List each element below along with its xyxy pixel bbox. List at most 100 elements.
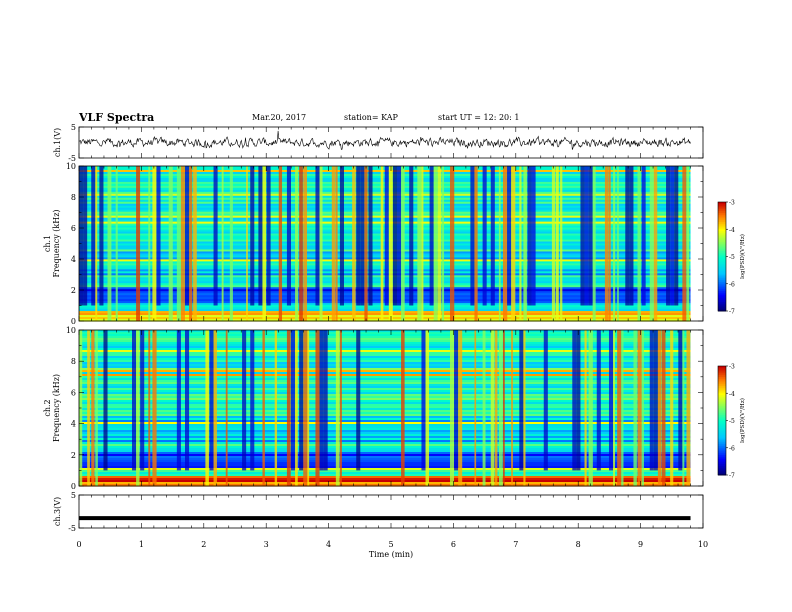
ch1-spectrogram-colorbar-label: log(PSD)(V²/Hz) [739,234,746,279]
ch2-spectrogram-y-tick-label: 6 [71,388,76,397]
ch2-spectrogram-sferic [523,330,526,486]
ch2-spectrogram-colorbar-cell [718,387,726,391]
ch2-spectrogram-sferic [498,330,503,486]
ch2-spectrogram-colorbar-cell [718,473,726,476]
ch2-spectrogram-sferic [449,330,455,486]
ch1-spectrogram-colorbar-cell [718,260,726,263]
ch2-spectrogram-dark-column [290,330,296,471]
ch1-spectrogram-band [79,313,691,316]
ch2-spectrogram-colorbar-cell [718,458,726,461]
ch1-spectrogram-dark-column [674,166,679,306]
ch1-waveform-trace [78,130,691,150]
ch2-spectrogram-colorbar-cell [718,375,726,378]
ch1-spectrogram-colorbar-cell [718,211,726,214]
ch2-spectrogram-band [79,370,691,373]
ch1-spectrogram-band [79,307,691,310]
ch2-spectrogram-dark-column [608,330,614,471]
ch2-spectrogram-band [79,452,691,455]
ch2-spectrogram-colorbar-cell [718,402,726,405]
ch2-spectrogram-band [79,356,691,359]
ch2-spectrogram-y-tick-label: 4 [71,420,76,429]
ch2-spectrogram-colorbar-cell [718,425,726,429]
ch2-spectrogram-band [79,352,691,355]
ch2-spectrogram-band [79,390,691,393]
ch1-spectrogram-dark-column [360,166,365,306]
ch1-spectrogram-colorbar-tick-label: -6 [729,281,735,288]
ch1-spectrogram-sferic [319,166,323,321]
ch1-waveform-y-tick-label: -5 [68,154,76,163]
ch2-spectrogram-y-tick-label: 10 [66,326,76,335]
ch2-spectrogram-band [79,400,691,403]
ch1-spectrogram-sferic [115,166,118,321]
ch1-spectrogram-band [79,319,691,322]
ch2-spectrogram-sferic [661,330,666,486]
ch2-spectrogram-sferic [295,330,298,486]
ch1-spectrogram-sferic [523,166,527,321]
ch1-spectrogram-colorbar-cell [718,249,726,252]
ch2-spectrogram-band [79,336,691,339]
ch1-spectrogram-sferic [95,166,98,321]
ch2-spectrogram-band [79,434,691,437]
start-time-label: start UT = 12: 20: 1 [438,113,520,122]
ch1-spectrogram-dark-column [527,166,532,306]
ch1-spectrogram-sferic [303,166,307,321]
ch2-spectrogram-sferic [87,330,90,486]
ch2-spectrogram-band [79,422,691,425]
ch1-spectrogram-colorbar-cell [718,294,726,297]
ch2-spectrogram-colorbar-cell [718,445,726,449]
ch1-spectrogram-sferic [168,166,173,321]
ch2-spectrogram-band [79,420,691,423]
ch1-spectrogram-colorbar-cell [718,309,726,312]
ch2-spectrogram-colorbar-cell [718,404,726,407]
ch1-spectrogram-colorbar-cell [718,214,726,218]
ch1-spectrogram-dark-column [470,166,475,306]
ch1-spectrogram-dark-column [286,166,291,306]
ch2-spectrogram-colorbar-cell [718,467,726,471]
ch1-spectrogram-colorbar-cell [718,258,726,261]
ch1-spectrogram-colorbar-cell [718,291,726,294]
ch2-spectrogram-sferic [588,330,593,486]
ch1-spectrogram-sferic [608,166,611,321]
ch2-spectrogram-sferic [335,330,340,486]
ch1-spectrogram-dark-column [531,166,536,306]
ch2-spectrogram-sferic [613,330,616,486]
ch1-spectrogram-sferic [335,166,338,321]
ch2-spectrogram-colorbar-cell [718,435,726,438]
ch2-spectrogram-colorbar-cell [718,433,726,436]
ch2-spectrogram-band [79,428,691,431]
ch1-spectrogram-axes: 0 2 4 6 8 10 ch.1 Frequency (kHz) [43,162,704,326]
ch2-spectrogram-dark-column [572,330,577,471]
ch2-spectrogram-band [79,466,691,469]
ch1-spectrogram-colorbar: -3 -4 -5 -6 -7 log(PSD)(V²/Hz) [717,200,746,316]
ch2-spectrogram-dark-column [519,330,524,471]
ch2-spectrogram-colorbar-cell [718,378,726,382]
ch1-spectrogram-dark-column [482,166,487,306]
ch2-spectrogram-colorbar-tick-label: -6 [729,445,735,452]
ch1-spectrogram-colorbar-cell [718,220,726,223]
x-tick-label: 1 [139,540,144,549]
ch2-spectrogram-colorbar-cell [718,462,726,465]
ch2-spectrogram-colorbar-cell [718,385,726,389]
ch1-spectrogram-sferic [511,166,516,321]
ch1-spectrogram-sferic [637,166,641,321]
ch1-spectrogram-colorbar-cell [718,205,726,208]
ch2-spectrogram-colorbar-cell [718,398,726,402]
ch2-spectrogram-band [79,468,691,471]
ch2-spectrogram-colorbar-cell [718,455,726,458]
ch1-spectrogram-y-tick-label: 10 [66,162,76,171]
ch2-spectrogram-colorbar-cell [718,460,726,463]
ch2-spectrogram-y-tick-label: 8 [71,357,76,366]
ch1-spectrogram-dark-column [315,166,320,306]
ch2-spectrogram-dark-column [649,330,654,471]
ch2-spectrogram-band [79,480,691,483]
ch2-spectrogram-colorbar-cell [718,449,726,452]
ch2-spectrogram-colorbar-cell [718,469,726,472]
ch2-spectrogram-colorbar-cell [718,373,726,376]
ch1-spectrogram-colorbar-cell [718,280,726,283]
ch2-spectrogram-sferic [95,330,98,486]
ch1-spectrogram-colorbar-cell [718,212,726,216]
ch2-spectrogram-band [79,394,691,397]
ch1-spectrogram-colorbar-cell [718,278,726,281]
ch2-spectrogram-band [79,464,691,467]
ch2-spectrogram-band [79,458,691,461]
